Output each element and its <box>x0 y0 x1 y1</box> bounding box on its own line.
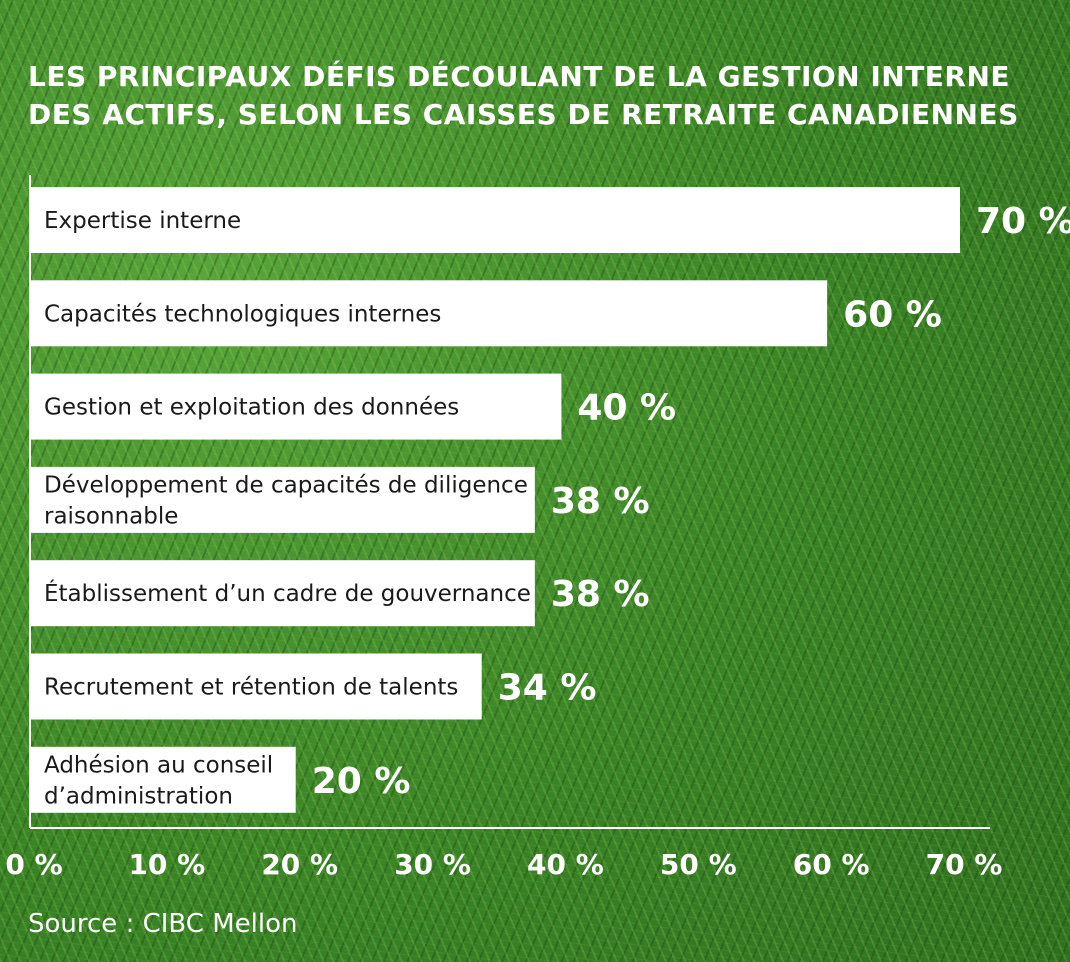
value-label-3: 40 % <box>577 388 676 429</box>
category-label-1: Expertise interne <box>44 208 241 234</box>
x-tick-label-50: 50 % <box>660 848 737 881</box>
chart-title-line-2: DES ACTIFS, SELON LES CAISSES DE RETRAIT… <box>28 98 1019 131</box>
value-label-7: 20 % <box>312 761 411 802</box>
bar-7 <box>30 746 296 813</box>
category-label-7-line-2: d’administration <box>44 783 233 809</box>
chart-title: LES PRINCIPAUX DÉFIS DÉCOULANT DE LA GES… <box>28 58 1048 134</box>
x-tick-label-10: 10 % <box>128 848 205 881</box>
value-label-5: 38 % <box>551 574 650 615</box>
source-note: Source : CIBC Mellon <box>28 909 298 939</box>
bar-4 <box>30 466 535 533</box>
value-label-2: 60 % <box>843 294 942 335</box>
bar-5 <box>30 560 535 627</box>
category-label-4-line-2: raisonnable <box>44 503 178 529</box>
x-tick-label-30: 30 % <box>394 848 471 881</box>
chart-title-line-1: LES PRINCIPAUX DÉFIS DÉCOULANT DE LA GES… <box>28 60 1011 93</box>
value-label-4: 38 % <box>551 481 650 522</box>
x-tick-label-70: 70 % <box>926 848 1003 881</box>
bar-1 <box>30 187 960 253</box>
category-label-3: Gestion et exploitation des données <box>44 395 459 421</box>
x-tick-label-60: 60 % <box>793 848 870 881</box>
x-tick-label-0: 0 % <box>5 848 62 881</box>
category-label-2: Capacités technologiques internes <box>44 301 441 327</box>
value-label-1: 70 % <box>976 201 1070 242</box>
category-label-4-line-1: Développement de capacités de diligence <box>44 472 528 498</box>
bar-3 <box>30 373 562 440</box>
bar-2 <box>30 280 828 347</box>
bar-6 <box>30 653 482 720</box>
category-label-6: Recrutement et rétention de talents <box>44 675 458 701</box>
value-label-6: 34 % <box>498 668 597 709</box>
category-label-5: Établissement d’un cadre de gouvernance <box>44 579 531 607</box>
x-tick-label-40: 40 % <box>527 848 604 881</box>
category-label-7-line-1: Adhésion au conseil <box>44 752 273 778</box>
x-tick-label-20: 20 % <box>261 848 338 881</box>
